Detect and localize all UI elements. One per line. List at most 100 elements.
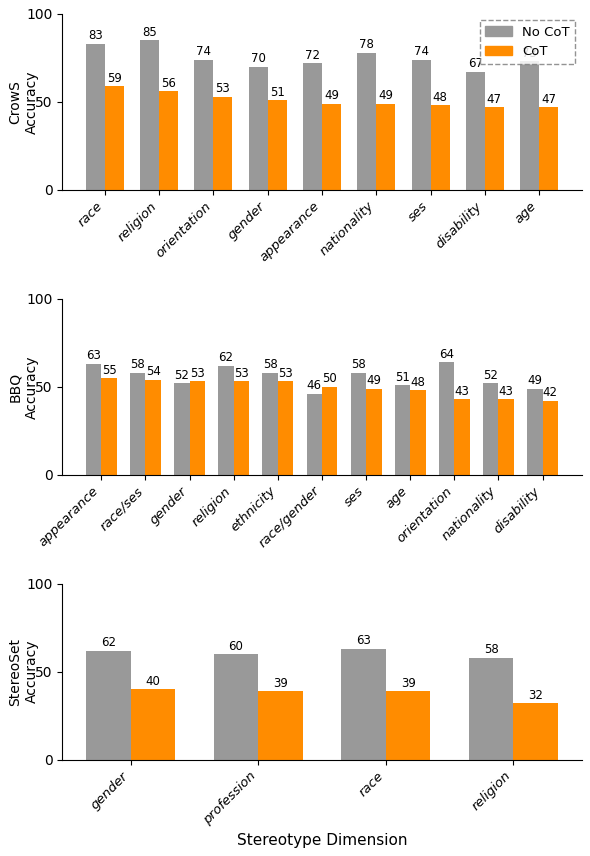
Text: 53: 53 — [278, 367, 293, 380]
Bar — [468, 657, 513, 759]
Bar — [439, 362, 454, 475]
Text: 40: 40 — [146, 675, 160, 688]
Text: 72: 72 — [305, 49, 320, 62]
Bar — [130, 372, 146, 475]
Text: 49: 49 — [527, 374, 542, 387]
Text: 53: 53 — [190, 367, 205, 380]
Bar — [218, 366, 234, 475]
Y-axis label: CrowS
Accuracy: CrowS Accuracy — [8, 70, 38, 134]
Bar — [307, 394, 322, 475]
Bar — [278, 382, 293, 475]
Bar — [466, 72, 485, 190]
Text: 67: 67 — [468, 57, 483, 70]
Text: 52: 52 — [175, 369, 189, 382]
Text: 58: 58 — [484, 643, 499, 657]
Bar — [303, 63, 322, 190]
Bar — [146, 380, 161, 475]
Bar — [263, 372, 278, 475]
Bar — [431, 105, 450, 190]
Bar — [527, 389, 543, 475]
Bar — [249, 67, 268, 190]
Bar — [395, 385, 410, 475]
Text: 49: 49 — [366, 374, 381, 387]
Text: 58: 58 — [130, 359, 145, 372]
Text: 49: 49 — [378, 89, 394, 102]
Text: 63: 63 — [86, 349, 101, 362]
Bar — [174, 383, 189, 475]
Bar — [350, 372, 366, 475]
Text: 55: 55 — [101, 364, 116, 377]
Text: 39: 39 — [401, 676, 415, 690]
Text: 53: 53 — [215, 82, 230, 95]
Text: 42: 42 — [543, 386, 558, 400]
Bar — [499, 399, 514, 475]
Text: 47: 47 — [487, 92, 502, 105]
Text: 63: 63 — [356, 634, 371, 647]
Text: 78: 78 — [359, 39, 374, 51]
Text: 83: 83 — [88, 29, 103, 42]
Bar — [268, 100, 287, 190]
Bar — [195, 60, 214, 190]
Y-axis label: StereoSet
Accuracy: StereoSet Accuracy — [8, 638, 38, 705]
Text: 60: 60 — [228, 639, 243, 653]
Text: 43: 43 — [499, 384, 514, 398]
Bar — [214, 97, 232, 190]
Bar — [214, 654, 258, 759]
Bar — [159, 92, 178, 190]
Text: 73: 73 — [522, 47, 537, 60]
Bar — [322, 104, 341, 190]
Legend: No CoT, CoT: No CoT, CoT — [480, 21, 575, 63]
Text: 48: 48 — [432, 91, 447, 104]
Bar — [454, 399, 470, 475]
Text: 47: 47 — [541, 92, 556, 105]
Bar — [234, 382, 249, 475]
Text: 64: 64 — [439, 348, 454, 360]
Bar — [101, 378, 117, 475]
Text: 70: 70 — [251, 52, 266, 65]
Text: 46: 46 — [307, 379, 322, 392]
Bar — [513, 704, 558, 759]
Text: 58: 58 — [263, 359, 277, 372]
Bar — [376, 104, 395, 190]
Bar — [86, 364, 101, 475]
Text: 43: 43 — [455, 384, 470, 398]
Text: 58: 58 — [351, 359, 366, 372]
Bar — [322, 387, 337, 475]
Text: 48: 48 — [411, 376, 425, 389]
Bar — [483, 383, 499, 475]
Bar — [543, 401, 558, 475]
Bar — [341, 649, 386, 759]
Bar — [130, 689, 175, 759]
Text: 32: 32 — [528, 689, 543, 702]
Text: 51: 51 — [270, 86, 284, 98]
Bar — [105, 86, 124, 190]
Bar — [410, 390, 425, 475]
Bar — [189, 382, 205, 475]
Text: 74: 74 — [414, 45, 428, 58]
Text: 52: 52 — [483, 369, 498, 382]
Y-axis label: BBQ
Accuracy: BBQ Accuracy — [8, 355, 38, 419]
X-axis label: Stereotype Dimension: Stereotype Dimension — [237, 833, 407, 847]
Text: 54: 54 — [146, 366, 160, 378]
Bar — [258, 691, 303, 759]
Text: 62: 62 — [218, 351, 234, 365]
Text: 62: 62 — [101, 636, 116, 649]
Bar — [412, 60, 431, 190]
Bar — [366, 389, 382, 475]
Bar — [539, 107, 558, 190]
Bar — [386, 691, 431, 759]
Text: 51: 51 — [395, 371, 410, 383]
Text: 53: 53 — [234, 367, 249, 380]
Bar — [485, 107, 504, 190]
Text: 85: 85 — [142, 26, 157, 39]
Bar — [140, 40, 159, 190]
Text: 50: 50 — [322, 372, 337, 385]
Text: 39: 39 — [273, 676, 288, 690]
Text: 59: 59 — [107, 72, 122, 85]
Bar — [520, 62, 539, 190]
Bar — [86, 651, 130, 759]
Text: 49: 49 — [324, 89, 339, 102]
Bar — [358, 52, 376, 190]
Text: 56: 56 — [161, 77, 176, 90]
Text: 74: 74 — [196, 45, 211, 58]
